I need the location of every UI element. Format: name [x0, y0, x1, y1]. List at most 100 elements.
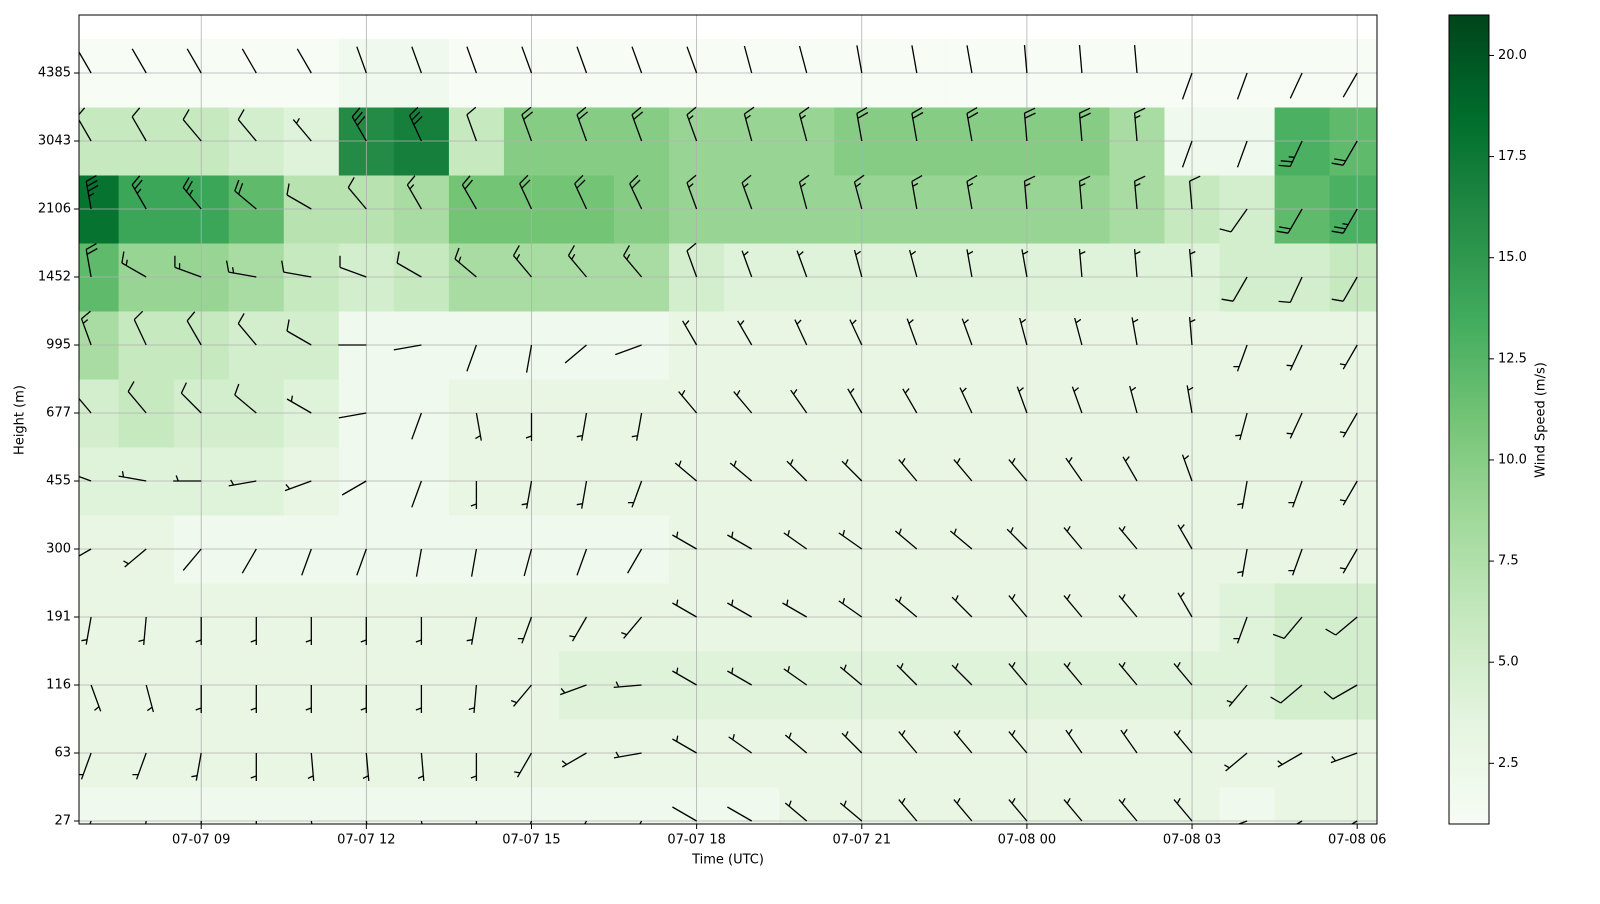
- wind-barb: [1074, 317, 1083, 346]
- wind-barb: [623, 245, 643, 278]
- wind-barb: [953, 457, 973, 482]
- wind-barb: [145, 684, 155, 713]
- wind-barb: [420, 820, 423, 824]
- wind-barb: [123, 548, 147, 568]
- wind-barb: [576, 412, 588, 441]
- wind-barb: [241, 48, 257, 74]
- wind-barb: [1063, 525, 1083, 550]
- wind-barb: [131, 48, 147, 74]
- wind-barb: [393, 344, 422, 351]
- wind-barb: [1237, 480, 1248, 509]
- wind-barb: [519, 174, 533, 210]
- wind-barb: [296, 48, 312, 74]
- wind-barb: [1065, 457, 1083, 482]
- wind-barb: [896, 663, 918, 686]
- wind-barb: [79, 381, 92, 414]
- wind-barb: [1023, 107, 1036, 142]
- wind-barb: [1289, 72, 1303, 99]
- wind-barb: [360, 685, 367, 713]
- heatmap: [79, 39, 1377, 824]
- colorbar-label: Wind Speed (m/s): [1534, 362, 1549, 478]
- wind-barb: [959, 387, 973, 414]
- wind-barb: [627, 480, 643, 508]
- wind-barb: [839, 664, 863, 686]
- wind-barb: [89, 820, 92, 824]
- wind-barb: [615, 344, 642, 356]
- wind-barb: [121, 251, 147, 278]
- wind-barb: [1295, 820, 1303, 824]
- wind-barb: [79, 475, 92, 482]
- wind-barb: [906, 318, 918, 346]
- wind-barb: [847, 388, 863, 414]
- heat-cell: [228, 787, 285, 824]
- wind-barb: [466, 46, 478, 74]
- wind-barb: [470, 753, 478, 781]
- wind-barb: [286, 183, 312, 210]
- heat-cell: [1329, 787, 1377, 824]
- wind-barb: [466, 106, 478, 142]
- x-tick-label: 07-07 09: [172, 833, 230, 848]
- wind-barb: [1120, 729, 1138, 754]
- wind-barb: [727, 599, 753, 618]
- wind-barb: [195, 617, 202, 645]
- wind-barb: [782, 599, 808, 618]
- wind-barb: [737, 320, 753, 346]
- wind-barb: [798, 174, 810, 210]
- x-axis-label: Time (UTC): [691, 853, 764, 868]
- wind-barb: [286, 395, 312, 414]
- wind-barb: [521, 480, 533, 509]
- wind-barb: [1008, 457, 1028, 482]
- wind-barb: [856, 107, 869, 142]
- y-axis-label: Height (m): [13, 385, 28, 455]
- y-tick-label: 677: [46, 406, 71, 421]
- wind-barb: [627, 548, 643, 574]
- wind-barb: [411, 412, 423, 440]
- wind-barb: [1233, 344, 1248, 372]
- colorbar-tick-label: 5.0: [1498, 655, 1519, 670]
- wind-barb: [234, 383, 257, 414]
- x-tick-label: 07-07 21: [833, 833, 891, 848]
- wind-barb: [783, 530, 808, 550]
- wind-barb: [1133, 249, 1141, 278]
- wind-barb: [561, 752, 587, 768]
- wind-barb: [417, 752, 425, 781]
- wind-barb: [1023, 45, 1028, 74]
- wind-barb: [80, 310, 92, 346]
- wind-barb: [678, 389, 698, 414]
- wind-barb: [138, 616, 147, 645]
- x-tick-label: 07-08 03: [1163, 833, 1221, 848]
- grid: [79, 15, 1377, 824]
- wind-barb: [743, 45, 753, 74]
- wind-barb: [1133, 45, 1138, 74]
- wind-barb: [741, 174, 753, 210]
- x-tick-label: 07-08 00: [998, 833, 1056, 848]
- wind-barb: [250, 753, 257, 781]
- wind-barb: [898, 797, 918, 822]
- wind-barb: [525, 413, 533, 441]
- wind-barb: [415, 548, 423, 577]
- wind-barb: [182, 109, 202, 142]
- wind-barb: [1331, 276, 1358, 302]
- wind-barb: [951, 595, 973, 618]
- heat-cell: [79, 787, 120, 824]
- wind-barb: [1278, 276, 1303, 304]
- wind-barb: [1177, 592, 1193, 618]
- wind-barb: [1233, 616, 1248, 644]
- wind-barb: [1118, 797, 1138, 822]
- wind-barb: [195, 685, 202, 713]
- wind-barb: [841, 731, 863, 754]
- wind-barb: [1188, 175, 1201, 210]
- wind-barb: [225, 260, 257, 278]
- wind-barb: [466, 344, 478, 372]
- wind-barb: [1063, 661, 1083, 686]
- y-tick-label: 27: [54, 814, 71, 829]
- wind-barb: [908, 249, 918, 278]
- wind-barb: [639, 820, 643, 824]
- wind-barb: [564, 344, 587, 364]
- colorbar: [1448, 14, 1490, 825]
- wind-barb: [234, 179, 257, 210]
- wind-barb: [784, 800, 808, 822]
- wind-barb: [131, 107, 147, 142]
- wind-barb: [1236, 140, 1248, 168]
- wind-barb: [1188, 249, 1196, 278]
